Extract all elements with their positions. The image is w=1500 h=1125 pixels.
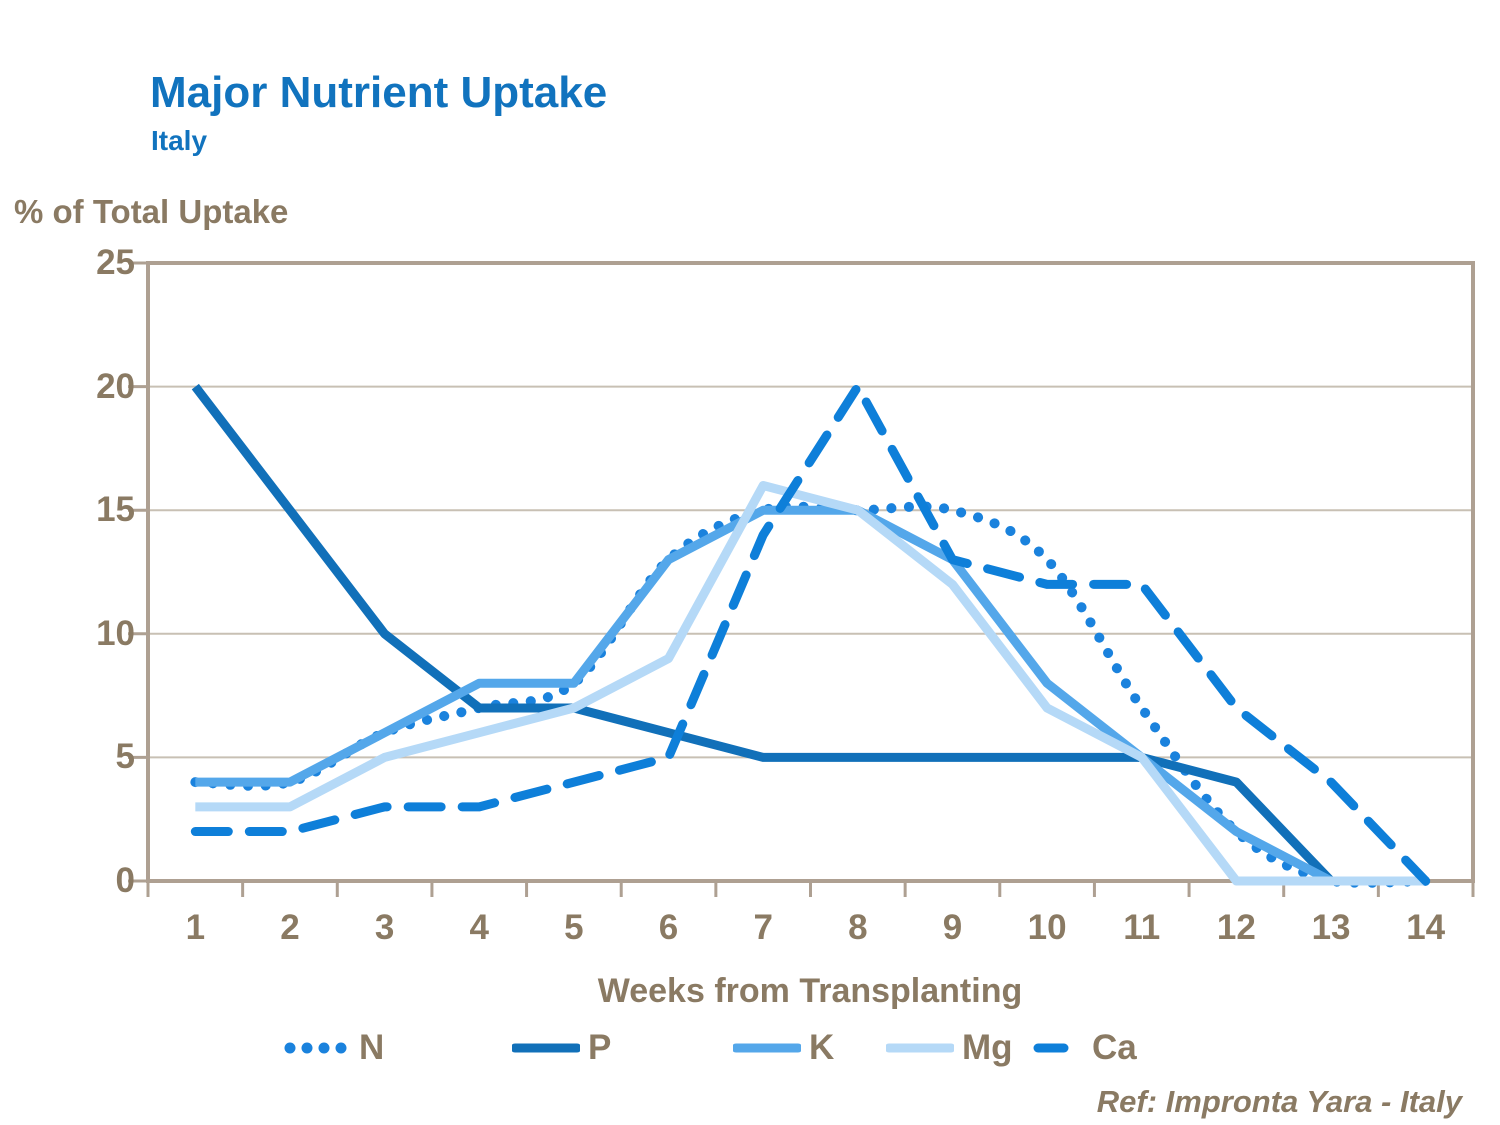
x-tick-label-7: 7 [753,908,773,947]
y-tick-label-20: 20 [96,366,135,406]
x-tick-label-12: 12 [1216,908,1256,947]
x-tick-label-11: 11 [1123,908,1161,947]
legend-marker-P-solid-icon [512,1043,580,1053]
series-line-P [191,383,1426,886]
x-tick-label-8: 8 [848,908,868,947]
x-tick-label-4: 4 [469,908,489,947]
x-tick-label-5: 5 [564,908,584,947]
y-tick-label-10: 10 [96,613,135,653]
y-tick-label-15: 15 [96,490,135,530]
chart-title: Major Nutrient Uptake [150,68,608,117]
series-line-Ca [190,382,1431,886]
x-tick-label-10: 10 [1027,908,1067,947]
x-tick-label-1: 1 [185,908,206,947]
legend-item-K: K [733,1028,834,1068]
legend-marker-N-dotted-icon [284,1042,347,1054]
x-tick-label-14: 14 [1406,908,1446,947]
x-tick-label-6: 6 [658,908,679,947]
x-tick-label-13: 13 [1311,908,1351,947]
y-tick-label-25: 25 [96,243,135,282]
legend-item-Mg: Mg [886,1028,1013,1068]
y-axis-title: % of Total Uptake [14,193,289,230]
legend-item-Ca: Ca [1016,1028,1137,1068]
y-tick-label-5: 5 [115,737,135,777]
legend-marker-Mg-solid-icon [886,1043,954,1053]
legend-label-P: P [588,1028,612,1067]
legend-item-P: P [512,1028,611,1068]
x-tick-label-9: 9 [942,908,963,947]
legend-label-N: N [359,1028,385,1067]
series-line-Mg [195,480,1426,886]
x-tick-label-2: 2 [280,908,300,947]
series-line-K [195,505,1426,886]
reference-note: Ref: Impronta Yara - Italy [1096,1084,1462,1119]
x-axis-title: Weeks from Transplanting [597,972,1023,1010]
legend-label-Mg: Mg [962,1028,1013,1067]
y-tick-label-0: 0 [115,861,135,900]
legend-item-N: N [283,1028,384,1068]
legend-label-K: K [809,1028,835,1067]
legend-marker-Ca-dashed-icon [1033,1043,1069,1053]
legend-marker-K-solid-icon [733,1043,801,1053]
chart-subtitle: Italy [151,125,208,156]
series-line-N [190,501,1431,888]
legend-label-Ca: Ca [1092,1028,1137,1067]
plot-border [146,261,1475,883]
x-tick-label-3: 3 [374,908,395,947]
